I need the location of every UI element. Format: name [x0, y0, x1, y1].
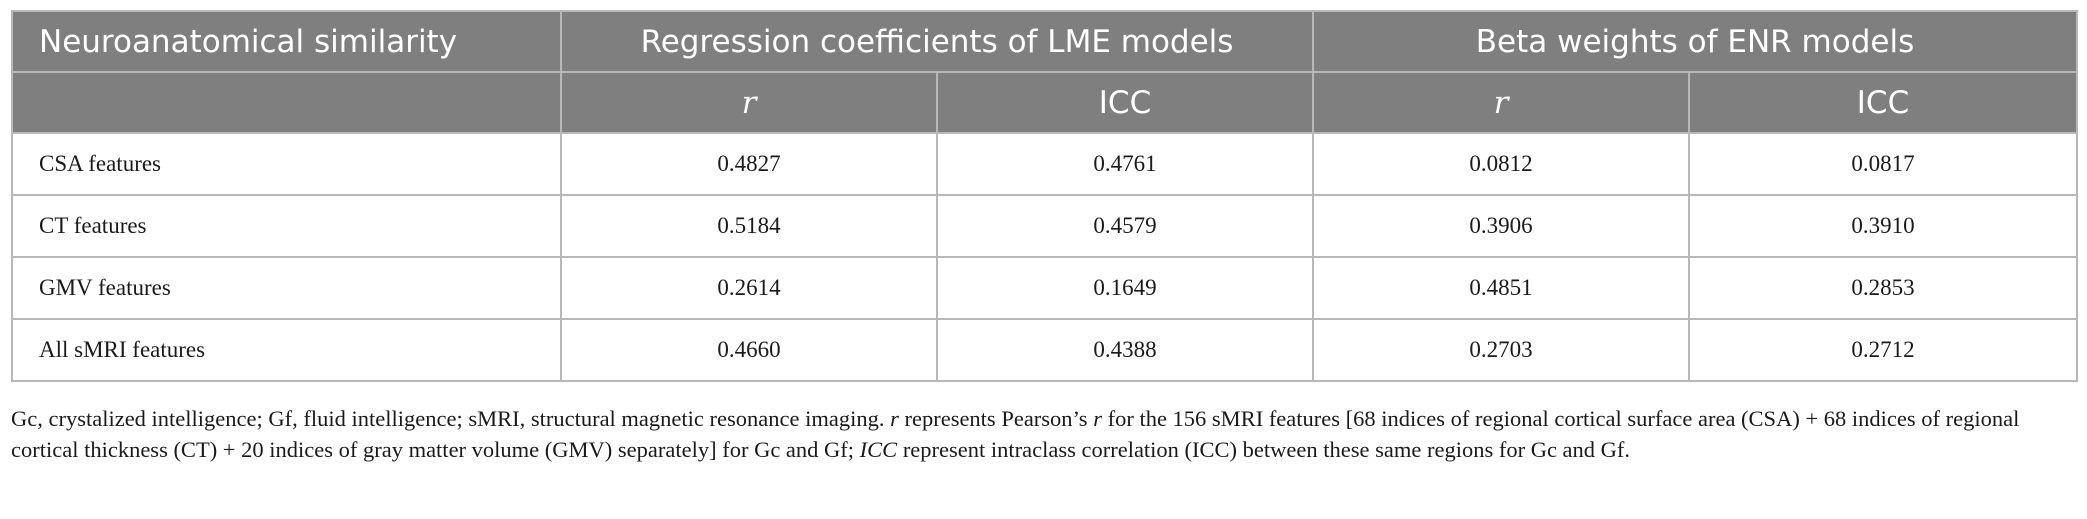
- header-neuroanatomical-similarity: Neuroanatomical similarity: [11, 10, 562, 73]
- table-row: CSA features 0.4827 0.4761 0.0812 0.0817: [11, 132, 2079, 196]
- header-empty-cell: [11, 71, 562, 134]
- cell-enr-r: 0.2703: [1312, 318, 1690, 382]
- header-lme-r: r: [560, 71, 938, 134]
- footnote-icc-symbol: ICC: [859, 437, 898, 462]
- cell-lme-r: 0.4660: [560, 318, 938, 382]
- cell-enr-r: 0.0812: [1312, 132, 1690, 196]
- header-enr-group: Beta weights of ENR models: [1311, 10, 2079, 73]
- header-lme-group: Regression coefficients of LME models: [560, 10, 1314, 73]
- header-row-groups: Neuroanatomical similarity Regression co…: [11, 10, 2079, 73]
- cell-lme-icc: 0.4761: [936, 132, 1314, 196]
- footnote-part3: for the 156 sMRI features [68 indices of…: [11, 406, 2020, 462]
- footnote-part2: represents Pearson’s: [898, 406, 1094, 431]
- cell-lme-r: 0.5184: [560, 194, 938, 258]
- results-table: Neuroanatomical similarity Regression co…: [11, 10, 2079, 382]
- row-label: CSA features: [11, 132, 562, 196]
- cell-lme-r: 0.2614: [560, 256, 938, 320]
- header-enr-icc: ICC: [1687, 71, 2079, 134]
- cell-enr-r: 0.4851: [1312, 256, 1690, 320]
- cell-enr-icc: 0.2712: [1687, 318, 2079, 382]
- cell-enr-r: 0.3906: [1312, 194, 1690, 258]
- cell-lme-icc: 0.4388: [936, 318, 1314, 382]
- footnote-r-symbol-2: r: [1093, 406, 1102, 431]
- row-label: CT features: [11, 194, 562, 258]
- results-table-container: Neuroanatomical similarity Regression co…: [11, 10, 2079, 382]
- footnote-part4: represent intraclass correlation (ICC) b…: [897, 437, 1631, 462]
- footnote-r-symbol: r: [890, 406, 899, 431]
- cell-lme-icc: 0.4579: [936, 194, 1314, 258]
- footnote-part1: Gc, crystalized intelligence; Gf, fluid …: [11, 406, 891, 431]
- header-enr-r: r: [1312, 71, 1690, 134]
- table-row: CT features 0.5184 0.4579 0.3906 0.3910: [11, 194, 2079, 258]
- header-row-subcolumns: r ICC r ICC: [11, 71, 2079, 134]
- table-row: GMV features 0.2614 0.1649 0.4851 0.2853: [11, 256, 2079, 320]
- row-label: GMV features: [11, 256, 562, 320]
- header-lme-icc: ICC: [936, 71, 1314, 134]
- cell-lme-icc: 0.1649: [936, 256, 1314, 320]
- cell-enr-icc: 0.0817: [1687, 132, 2079, 196]
- cell-enr-icc: 0.2853: [1687, 256, 2079, 320]
- cell-lme-r: 0.4827: [560, 132, 938, 196]
- row-label: All sMRI features: [11, 318, 562, 382]
- table-row: All sMRI features 0.4660 0.4388 0.2703 0…: [11, 318, 2079, 382]
- cell-enr-icc: 0.3910: [1687, 194, 2079, 258]
- table-footnote: Gc, crystalized intelligence; Gf, fluid …: [11, 403, 2081, 465]
